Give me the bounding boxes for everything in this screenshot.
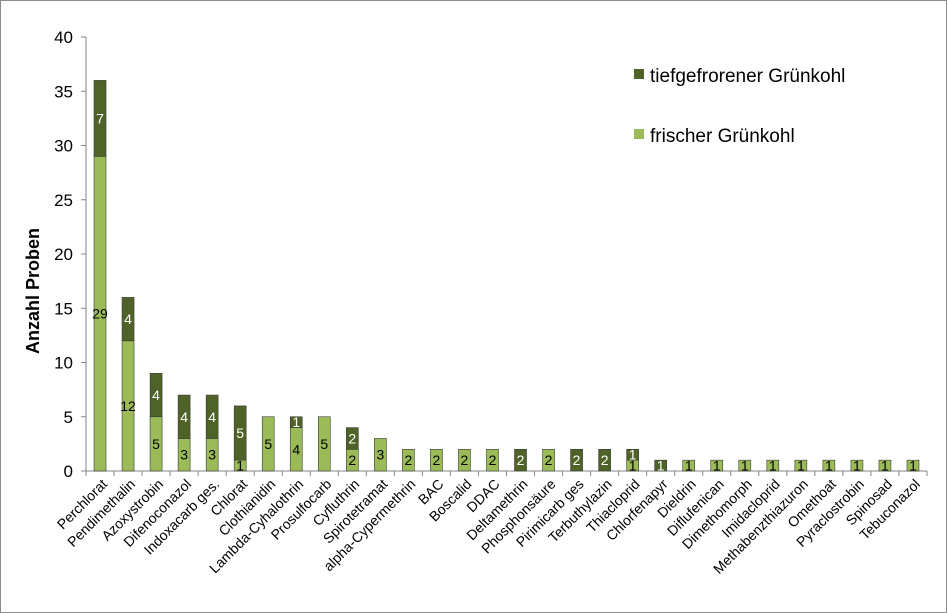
bar-segment bbox=[738, 459, 752, 472]
bar-segment bbox=[261, 416, 275, 472]
bar-segment bbox=[430, 448, 443, 472]
data-label: 1 bbox=[685, 458, 693, 474]
bar-segment bbox=[93, 80, 107, 157]
data-label: 1 bbox=[797, 458, 805, 474]
data-label: 4 bbox=[292, 441, 300, 457]
bar-segment bbox=[233, 405, 247, 461]
data-label: 1 bbox=[292, 414, 300, 430]
bars bbox=[93, 80, 920, 472]
bar-segment bbox=[850, 459, 864, 472]
bar-segment bbox=[710, 459, 724, 472]
y-tick-label: 20 bbox=[54, 245, 73, 264]
data-label: 1 bbox=[909, 458, 917, 474]
data-label: 2 bbox=[517, 452, 525, 468]
y-tick-label: 30 bbox=[54, 137, 73, 156]
data-label: 5 bbox=[320, 436, 328, 452]
data-label: 5 bbox=[236, 425, 244, 441]
bar-segment bbox=[542, 448, 555, 472]
data-label: 2 bbox=[461, 452, 469, 468]
data-label: 4 bbox=[180, 409, 188, 425]
data-label: 2 bbox=[489, 452, 497, 468]
bar-segment bbox=[289, 416, 303, 428]
y-tick-label: 40 bbox=[54, 28, 73, 47]
bar-segment bbox=[402, 448, 415, 472]
data-label: 7 bbox=[96, 110, 104, 126]
data-label: 1 bbox=[657, 458, 665, 474]
legend-label-tiefgefroren: tiefgefrorener Grünkohl bbox=[650, 66, 845, 87]
bar-segment bbox=[682, 459, 696, 472]
data-label: 5 bbox=[152, 436, 160, 452]
bar-segment bbox=[766, 459, 780, 472]
bar-segment bbox=[374, 438, 387, 472]
data-label: 2 bbox=[545, 452, 553, 468]
data-label: 3 bbox=[376, 447, 384, 463]
data-label: 2 bbox=[348, 452, 356, 468]
data-label: 4 bbox=[152, 387, 160, 403]
y-tick-label: 15 bbox=[54, 299, 73, 318]
bar-segment bbox=[514, 448, 527, 472]
bar-segment bbox=[654, 459, 667, 472]
data-label: 2 bbox=[433, 452, 441, 468]
bar-segment bbox=[458, 448, 471, 472]
bar-segment bbox=[906, 459, 920, 472]
data-label: 1 bbox=[629, 458, 637, 474]
y-tick-label: 5 bbox=[64, 408, 73, 427]
y-tick-label: 25 bbox=[54, 191, 73, 210]
data-label: 29 bbox=[92, 306, 108, 322]
bar-segment bbox=[317, 416, 331, 472]
data-label: 12 bbox=[120, 398, 136, 414]
data-label: 2 bbox=[348, 430, 356, 446]
legend-swatch-frisch bbox=[634, 129, 644, 139]
legend-swatch-tiefgefroren bbox=[634, 69, 644, 79]
y-tick-label: 35 bbox=[54, 82, 73, 101]
data-label: 4 bbox=[208, 409, 216, 425]
bar-segment bbox=[626, 448, 639, 461]
data-label: 1 bbox=[769, 458, 777, 474]
data-label: 1 bbox=[825, 458, 833, 474]
bar-segment bbox=[486, 448, 499, 472]
data-label: 3 bbox=[208, 447, 216, 463]
legend: tiefgefrorener Grünkohl frischer Grünkoh… bbox=[634, 66, 845, 147]
data-label: 1 bbox=[741, 458, 749, 474]
y-tick-label: 10 bbox=[54, 354, 73, 373]
data-label: 1 bbox=[629, 447, 637, 463]
data-label: 1 bbox=[853, 458, 861, 474]
data-label: 2 bbox=[601, 452, 609, 468]
bar-segment bbox=[570, 448, 583, 472]
bar-segment bbox=[149, 373, 163, 418]
bar-segment bbox=[205, 394, 219, 439]
data-label: 2 bbox=[573, 452, 581, 468]
bar-segment bbox=[177, 394, 191, 439]
legend-label-frisch: frischer Grünkohl bbox=[650, 126, 795, 147]
data-label: 3 bbox=[180, 447, 188, 463]
bar-segment bbox=[121, 297, 135, 342]
y-axis-label: Anzahl Proben bbox=[23, 228, 43, 354]
data-label: 1 bbox=[236, 458, 244, 474]
category-labels: PerchloratPendimethalinAzoxystrobinDifen… bbox=[54, 476, 923, 577]
data-label: 1 bbox=[881, 458, 889, 474]
bar-segment bbox=[878, 459, 892, 472]
y-tick-label: 0 bbox=[64, 462, 73, 481]
bar-segment bbox=[822, 459, 836, 472]
data-label: 4 bbox=[124, 311, 132, 327]
bar-segment bbox=[346, 427, 359, 450]
bar-segment bbox=[794, 459, 808, 472]
data-label: 1 bbox=[713, 458, 721, 474]
bar-segment bbox=[598, 448, 611, 472]
data-label: 5 bbox=[264, 436, 272, 452]
data-label: 2 bbox=[404, 452, 412, 468]
